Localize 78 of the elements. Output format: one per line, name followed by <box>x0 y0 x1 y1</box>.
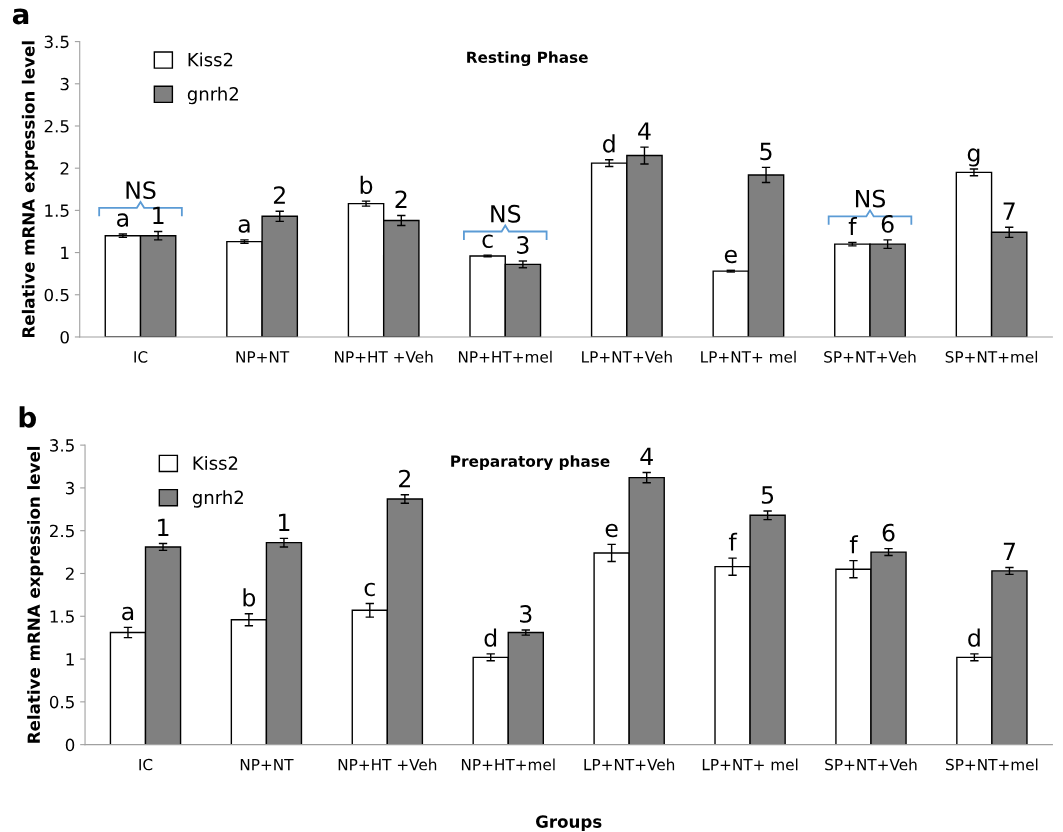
annotation: 6 <box>881 214 894 233</box>
x-tick-label: NP+HT+mel <box>461 758 555 771</box>
x-tick-label: SP+NT+Veh <box>824 350 916 363</box>
y-axis-title: Relative mRNA expression level <box>27 446 44 743</box>
x-tick-label: LP+NT+Veh <box>582 350 672 363</box>
x-tick-label: NP+NT <box>236 351 290 363</box>
annotation: c <box>364 582 375 597</box>
x-tick-label: NP+HT +Veh <box>335 350 433 363</box>
y-tick-label: 3.5 <box>44 35 69 49</box>
x-tick-label: NP+HT+mel <box>458 350 552 363</box>
y-tick-label: 1.5 <box>50 610 74 623</box>
y-tick-label: 1.5 <box>45 204 69 217</box>
y-tick-label: 1 <box>66 653 74 666</box>
annotation: 1 <box>279 513 290 531</box>
x-tick-label: SP+NT+Veh <box>825 758 917 771</box>
x-tick-label: LP+NT+ mel <box>701 350 796 363</box>
annotation: e <box>724 249 737 264</box>
text: b <box>19 406 36 428</box>
annotation: a <box>117 213 128 227</box>
x-tick-label: SP+NT+mel <box>946 758 1038 771</box>
annotation: NS <box>126 181 156 200</box>
annotation: 1 <box>153 206 164 225</box>
annotation: d <box>603 134 615 153</box>
y-tick-label: 0.5 <box>49 695 74 709</box>
y-tick-label: 0 <box>60 330 69 344</box>
annotation: 5 <box>760 142 772 161</box>
annotation: f <box>848 217 857 235</box>
x-tick-label: NP+HT +Veh <box>338 758 437 771</box>
x-tick-label: NP+NT <box>240 759 294 771</box>
annotation: 3 <box>517 236 529 254</box>
annotation: f <box>849 535 859 554</box>
annotation: 6 <box>882 523 895 542</box>
annotation: 7 <box>1003 542 1015 561</box>
x-tick-label: SP+NT+mel <box>945 350 1038 363</box>
legend-label: gnrh2 <box>187 86 238 105</box>
y-axis-title: Relative mRNA expression level <box>21 41 38 338</box>
annotation: g <box>967 148 980 167</box>
y-tick-label: 3.5 <box>50 439 74 452</box>
y-tick-label: 2.5 <box>44 119 69 133</box>
annotation: a <box>122 606 134 621</box>
annotation: a <box>238 219 250 233</box>
annotation: c <box>482 234 493 248</box>
legend-label: gnrh2 <box>192 490 243 508</box>
annotation: NS <box>491 204 521 223</box>
y-tick-label: 1 <box>61 246 69 259</box>
x-tick-label: IC <box>134 351 148 363</box>
x-axis-title: Groups <box>536 815 602 832</box>
annotation: NS <box>855 189 886 208</box>
y-tick-label: 2 <box>60 162 69 175</box>
annotation: b <box>360 175 373 194</box>
annotation: 4 <box>638 122 651 140</box>
annotation: 5 <box>761 486 774 504</box>
text: Resting Phase <box>467 51 588 67</box>
y-tick-label: 3 <box>65 481 74 495</box>
annotation: 4 <box>640 447 653 466</box>
text: a <box>12 8 29 25</box>
y-tick-label: 2 <box>65 567 74 580</box>
y-tick-label: 2.5 <box>50 524 74 538</box>
annotation: 2 <box>395 190 407 208</box>
annotation: d <box>484 628 497 647</box>
annotation: 1 <box>158 518 169 537</box>
annotation: 2 <box>399 469 411 488</box>
y-tick-label: 3 <box>60 77 69 91</box>
legend-label: Kiss2 <box>188 52 233 67</box>
x-tick-label: IC <box>139 758 153 771</box>
x-tick-label: LP+NT+ mel <box>702 758 798 771</box>
y-tick-label: 0.5 <box>44 288 69 302</box>
y-tick-label: 0 <box>65 738 75 752</box>
x-tick-label: LP+NT+Veh <box>584 758 675 771</box>
legend-label: Kiss2 <box>193 455 238 470</box>
annotation: 3 <box>520 604 532 623</box>
annotation: 2 <box>273 186 285 204</box>
text: Preparatory phase <box>451 455 610 471</box>
annotation: e <box>605 523 618 538</box>
annotation: f <box>728 532 738 551</box>
annotation: 7 <box>1003 202 1015 220</box>
annotation: d <box>968 628 980 647</box>
annotation: b <box>243 588 256 607</box>
